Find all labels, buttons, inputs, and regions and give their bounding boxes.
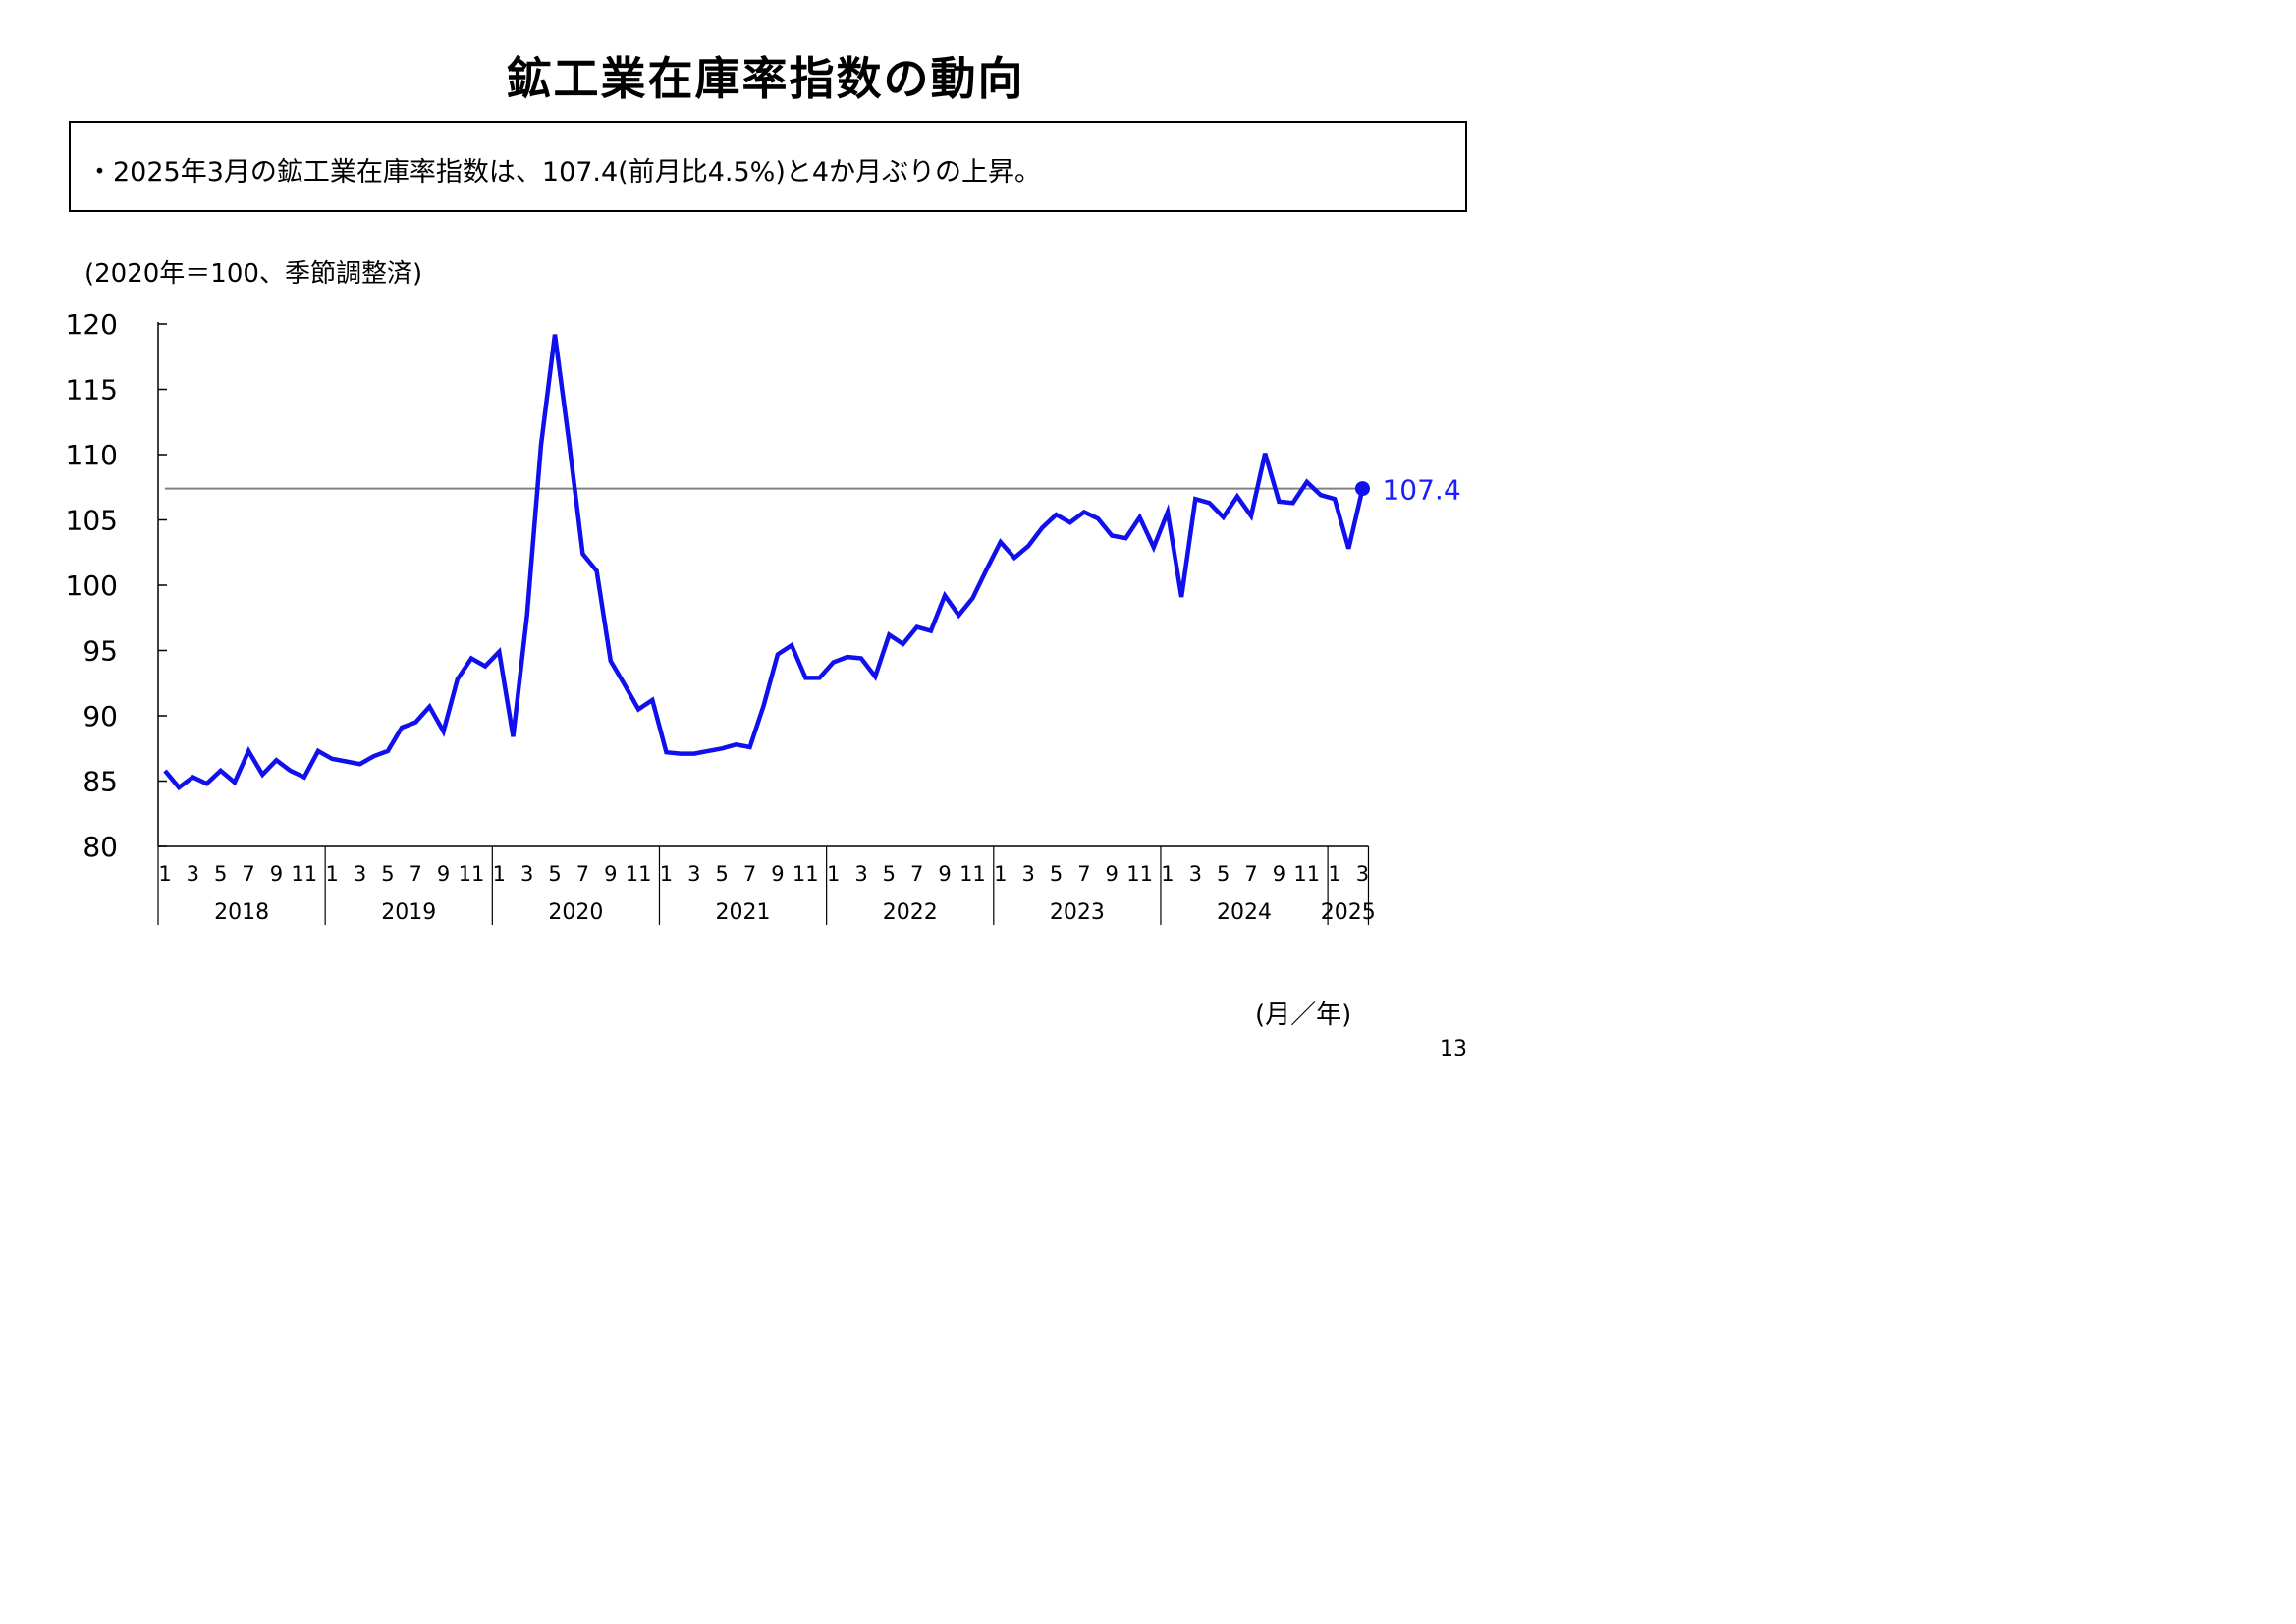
x-year-label: 2021 (716, 900, 771, 925)
x-month-label: 7 (576, 862, 589, 886)
y-tick-label: 90 (82, 700, 118, 732)
x-month-label: 3 (520, 862, 533, 886)
x-month-label: 3 (1021, 862, 1034, 886)
x-month-label: 7 (242, 862, 254, 886)
y-tick-label: 105 (66, 505, 118, 537)
x-month-label: 9 (437, 862, 450, 886)
x-month-label: 5 (1050, 862, 1063, 886)
x-month-label: 9 (938, 862, 951, 886)
latest-point-marker (1354, 481, 1370, 497)
x-month-label: 5 (1217, 862, 1230, 886)
y-tick-label: 80 (82, 831, 118, 863)
x-month-label: 1 (493, 862, 506, 886)
x-year-label: 2025 (1321, 900, 1376, 925)
series-line (163, 334, 1365, 791)
x-month-label: 3 (854, 862, 867, 886)
x-year-label: 2019 (381, 900, 436, 925)
x-month-label: 5 (381, 862, 394, 886)
x-month-label: 7 (410, 862, 422, 886)
y-tick-label: 120 (66, 308, 118, 341)
x-month-label: 1 (325, 862, 338, 886)
x-month-label: 7 (910, 862, 923, 886)
x-month-label: 3 (1356, 862, 1369, 886)
x-month-label: 11 (626, 862, 652, 886)
y-tick-label: 110 (66, 439, 118, 471)
x-month-label: 7 (1077, 862, 1090, 886)
x-month-label: 3 (687, 862, 700, 886)
x-year-label: 2018 (214, 900, 269, 925)
x-month-label: 11 (959, 862, 986, 886)
x-month-label: 5 (716, 862, 729, 886)
x-month-label: 3 (1189, 862, 1202, 886)
x-month-label: 7 (1244, 862, 1257, 886)
x-month-label: 1 (1328, 862, 1340, 886)
x-year-label: 2020 (548, 900, 603, 925)
x-month-label: 9 (604, 862, 617, 886)
x-year-label: 2023 (1050, 900, 1105, 925)
x-month-label: 5 (883, 862, 896, 886)
unit-note: (2020年＝100、季節調整済) (84, 259, 423, 289)
x-year-label: 2022 (883, 900, 938, 925)
chart-series: 107.4 (163, 334, 1461, 791)
x-year-label: 2024 (1217, 900, 1272, 925)
x-month-label: 11 (1293, 862, 1320, 886)
x-month-label: 9 (270, 862, 283, 886)
summary-box: ・2025年3月の鉱工業在庫率指数は、107.4(前月比4.5%)と4か月ぶりの… (69, 121, 1467, 212)
x-month-label: 9 (1273, 862, 1285, 886)
y-tick-label: 115 (66, 374, 118, 406)
x-month-label: 5 (548, 862, 561, 886)
x-month-label: 1 (1161, 862, 1174, 886)
page-number: 13 (1440, 1037, 1467, 1061)
y-tick-label: 100 (66, 569, 118, 602)
x-month-label: 11 (793, 862, 819, 886)
page-title: 鉱工業在庫率指数の動向 (506, 52, 1025, 105)
x-month-label: 1 (994, 862, 1007, 886)
x-month-label: 3 (354, 862, 366, 886)
x-month-label: 3 (187, 862, 199, 886)
x-month-label: 1 (827, 862, 840, 886)
x-month-label: 1 (158, 862, 171, 886)
x-month-label: 7 (743, 862, 756, 886)
x-month-label: 11 (291, 862, 317, 886)
x-month-label: 11 (459, 862, 485, 886)
summary-text: ・2025年3月の鉱工業在庫率指数は、107.4(前月比4.5%)と4か月ぶりの… (86, 157, 1042, 188)
x-month-label: 9 (1106, 862, 1119, 886)
x-month-label: 9 (771, 862, 784, 886)
y-tick-label: 85 (82, 766, 118, 798)
x-month-label: 1 (660, 862, 673, 886)
x-axis-unit: (月／年) (1255, 1001, 1352, 1030)
x-month-label: 11 (1126, 862, 1153, 886)
y-tick-label: 95 (82, 635, 118, 668)
latest-value-label: 107.4 (1382, 474, 1460, 507)
x-month-label: 5 (214, 862, 227, 886)
